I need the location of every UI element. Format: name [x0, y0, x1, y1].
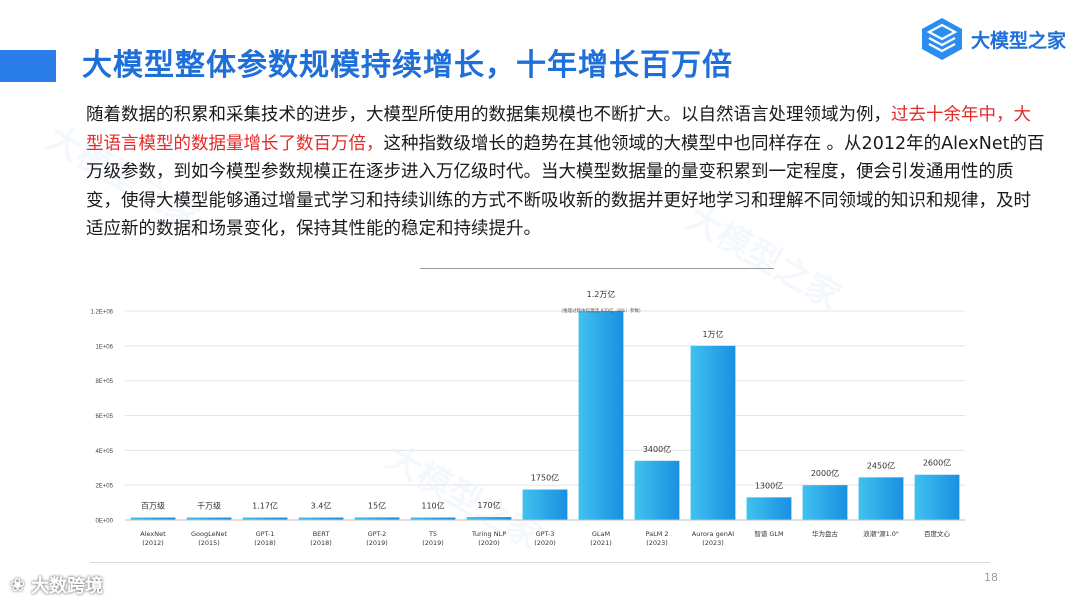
data-label: 1.17亿 — [252, 501, 278, 511]
chart-bar — [578, 311, 624, 520]
x-tick-label: (2021) — [590, 539, 612, 547]
chart-bar — [858, 477, 904, 520]
x-tick-label: PaLM 2 — [645, 530, 668, 538]
chart-bar — [634, 460, 680, 520]
title-accent-bar — [0, 50, 56, 82]
data-label: 1750亿 — [531, 473, 559, 483]
x-tick-label: (2018) — [254, 539, 276, 547]
x-tick-label: GPT-2 — [368, 530, 387, 538]
x-tick-label: GoogLeNet — [191, 530, 227, 538]
x-tick-label: (2023) — [646, 539, 668, 547]
x-tick-label: 华为盘古 — [812, 529, 839, 538]
x-tick-label: (2018) — [310, 539, 332, 547]
x-tick-label: GLaM — [592, 530, 610, 538]
chart-bar — [690, 345, 736, 520]
data-label: 1万亿 — [702, 329, 723, 339]
background-watermark: 大模型之家 — [379, 437, 547, 558]
data-label: 3.4亿 — [311, 501, 332, 511]
x-tick-label: GPT-1 — [256, 530, 275, 538]
x-tick-label: AlexNet — [140, 530, 166, 538]
chart-bar — [802, 485, 848, 520]
x-tick-label: (2020) — [534, 539, 556, 547]
chart-bar — [186, 517, 232, 520]
paragraph-text: 随着数据的积累和采集技术的进步，大模型所使用的数据集规模也不断扩大。以自然语言处… — [86, 105, 891, 125]
chart-bar — [242, 517, 288, 520]
y-tick-label: 2E+05 — [95, 484, 113, 490]
x-tick-label: 百度文心 — [924, 529, 951, 538]
annotation-label: （推理过程中仅激活 970亿（8%）参数） — [559, 307, 644, 314]
y-tick-label: 4E+05 — [95, 449, 113, 455]
chart-bar — [914, 474, 960, 520]
data-label: 千万级 — [197, 501, 221, 511]
x-tick-label: T5 — [428, 530, 437, 538]
page-number: 18 — [984, 571, 998, 584]
data-label: 1.2万亿 — [587, 289, 616, 299]
y-tick-label: 1.2E+06 — [90, 310, 113, 316]
stacked-layers-icon — [921, 18, 962, 60]
body-paragraph: 随着数据的积累和采集技术的进步，大模型所使用的数据集规模也不断扩大。以自然语言处… — [86, 101, 1046, 244]
paragraph-underline — [420, 268, 774, 269]
data-label: 2600亿 — [923, 458, 951, 468]
data-label: 2000亿 — [811, 468, 839, 478]
x-tick-label: (2015) — [198, 539, 220, 547]
x-tick-label: (2019) — [366, 539, 388, 547]
watermark-icon: ❀ — [10, 574, 26, 596]
chart-bar — [130, 517, 176, 520]
y-tick-label: 0E+00 — [95, 519, 113, 525]
y-tick-label: 6E+05 — [95, 414, 113, 420]
footer-divider — [90, 562, 990, 563]
x-tick-label: BERT — [313, 530, 330, 538]
x-tick-label: 浪潮"源1.0" — [863, 529, 899, 538]
watermark: ❀ 大数跨境 — [10, 572, 103, 598]
brand-logo: 大模型之家 — [919, 16, 1066, 62]
logo-text: 大模型之家 — [970, 29, 1066, 52]
paragraph-text: 这种指数级增长的趋势在其他领域的大模型中也同样存在 。从2012年的AlexNe… — [86, 133, 1045, 240]
highlighted-text: 过去十余年中，大型语言模型的数据量增长了数百万倍， — [86, 105, 1031, 154]
data-label: 3400亿 — [643, 444, 671, 454]
page-title: 大模型整体参数规模持续增长，十年增长百万倍 — [82, 48, 733, 83]
x-tick-label: (2019) — [422, 539, 444, 547]
watermark-text: 大数跨境 — [31, 576, 104, 597]
data-label: 15亿 — [368, 500, 386, 510]
data-label: 百万级 — [141, 501, 165, 511]
chart-bar — [298, 517, 344, 520]
x-tick-label: (2012) — [142, 539, 164, 547]
data-label: 2450亿 — [867, 460, 895, 470]
x-tick-label: Aurora genAI — [692, 530, 734, 538]
y-tick-label: 1E+06 — [95, 344, 113, 350]
data-label: 1300亿 — [755, 480, 783, 490]
x-tick-label: 智谱 GLM — [754, 529, 783, 538]
x-tick-label: (2023) — [702, 539, 724, 547]
chart-bar — [354, 517, 400, 520]
y-tick-label: 8E+05 — [95, 379, 113, 385]
chart-bar — [746, 497, 792, 520]
chart-bar — [410, 517, 456, 520]
